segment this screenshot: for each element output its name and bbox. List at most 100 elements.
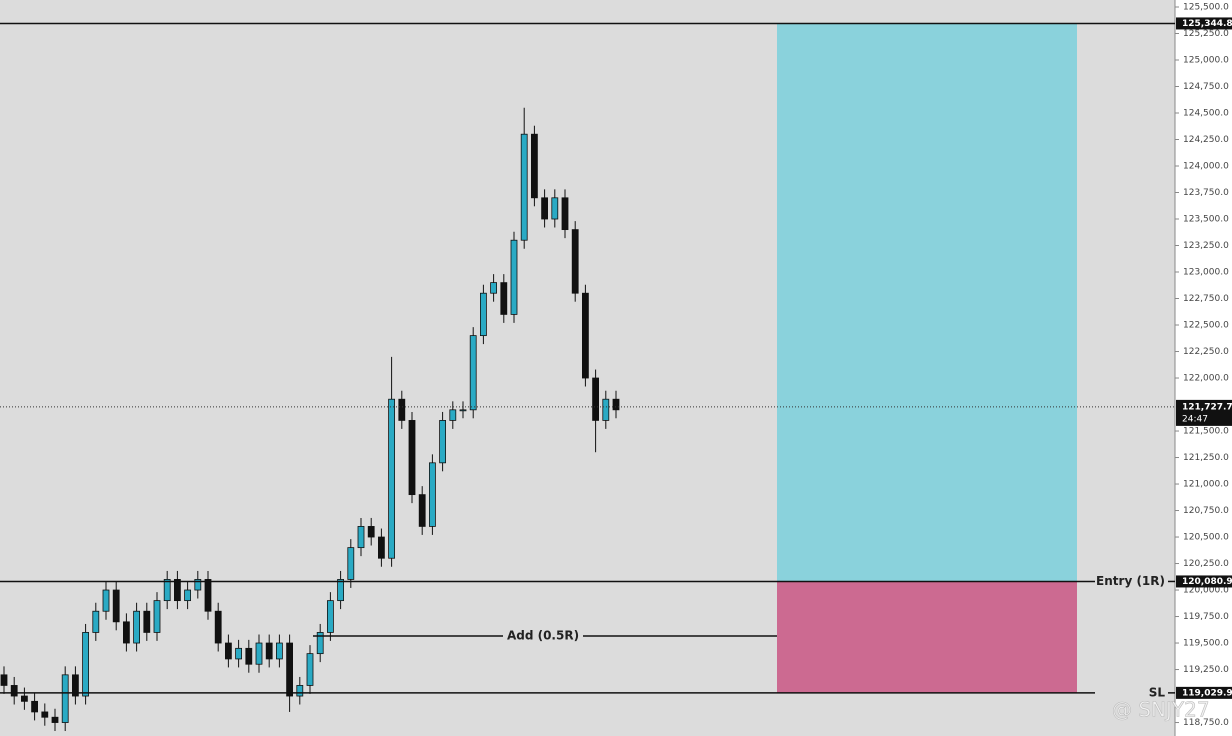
candle-body (428, 462, 436, 527)
candle-body (459, 409, 467, 412)
y-tick-label: 120,250.0 (1183, 559, 1229, 569)
candle-body (245, 647, 253, 665)
y-tick-label: 124,750.0 (1183, 82, 1229, 92)
candle-body (133, 610, 141, 644)
candle-body (255, 642, 263, 665)
level-price-label: 125,344.8 (1182, 19, 1232, 29)
candle-body (92, 610, 100, 633)
y-tick-label: 125,500.0 (1183, 2, 1229, 12)
candle-body (102, 589, 110, 612)
candle-body (20, 695, 28, 702)
candle-body (143, 610, 151, 633)
y-tick-label: 125,000.0 (1183, 55, 1229, 65)
candle-body (367, 526, 375, 538)
loss-zone (777, 581, 1077, 693)
candle-body (551, 197, 559, 220)
candle-body (123, 621, 130, 644)
candle-body (520, 133, 528, 241)
level-badge (1176, 575, 1232, 588)
y-tick-label: 118,750.0 (1183, 718, 1229, 728)
candle-body (602, 398, 610, 421)
level-price-label: 120,080.9 (1182, 577, 1232, 587)
y-tick-label: 122,250.0 (1183, 347, 1229, 357)
level-label-bg (503, 628, 583, 645)
candle-body (214, 610, 222, 644)
candle-body (275, 642, 283, 660)
level-label: Entry (1R) (1096, 574, 1165, 588)
candle-body (479, 292, 487, 337)
candle-body (347, 547, 355, 580)
y-tick-label: 123,250.0 (1183, 241, 1229, 251)
price-axis-background (1175, 0, 1232, 736)
candle-body (163, 579, 171, 602)
level-label: SL (1149, 685, 1166, 699)
level-badge (1176, 17, 1232, 30)
y-tick-label: 122,000.0 (1183, 374, 1229, 384)
candle-body (153, 600, 161, 633)
candle-body (224, 642, 232, 660)
y-tick-label: 120,500.0 (1183, 533, 1229, 543)
last-price-label: 121,727.7 (1182, 402, 1232, 412)
candle-body (469, 335, 477, 411)
y-tick-label: 121,250.0 (1183, 453, 1229, 463)
candle-body (51, 716, 59, 723)
last-price-badge (1176, 399, 1232, 426)
y-tick-label: 125,250.0 (1183, 29, 1229, 39)
level-badge (1176, 686, 1232, 699)
candle-body (388, 398, 396, 559)
candle-body (184, 589, 192, 602)
candle-body (0, 674, 8, 686)
countdown-label: 24:47 (1182, 414, 1208, 424)
y-tick-label: 122,750.0 (1183, 294, 1229, 304)
candle-body (561, 197, 569, 231)
candle-body (204, 579, 212, 612)
candle-body (377, 536, 385, 559)
candle-body (306, 653, 314, 686)
candle-body (265, 642, 273, 660)
y-tick-label: 119,250.0 (1183, 665, 1229, 675)
profit-zone (777, 23, 1077, 582)
candle-body (510, 239, 518, 315)
y-tick-label: 120,750.0 (1183, 506, 1229, 516)
candle-body (418, 494, 426, 527)
candle-body (72, 674, 79, 697)
candle-body (112, 589, 120, 623)
candle-body (541, 197, 548, 220)
y-tick-label: 119,500.0 (1183, 639, 1229, 649)
y-tick-label: 120,000.0 (1183, 586, 1229, 596)
candle-body (582, 292, 589, 379)
candle-body (439, 420, 447, 464)
candle-body (500, 282, 508, 315)
candle-body (296, 685, 304, 697)
candle-body (235, 647, 243, 660)
y-tick-label: 121,000.0 (1183, 480, 1229, 490)
candle-body (490, 282, 498, 294)
candle-body (31, 700, 39, 713)
y-tick-label: 124,000.0 (1183, 162, 1229, 172)
y-tick-label: 124,500.0 (1183, 109, 1229, 119)
y-tick-label: 121,500.0 (1183, 427, 1229, 437)
y-tick-label: 124,250.0 (1183, 135, 1229, 145)
level-price-label: 119,029.9 (1182, 688, 1232, 698)
candle-body (61, 674, 69, 723)
candle-body (41, 711, 49, 718)
candle-body (571, 229, 579, 294)
candle-body (531, 133, 538, 199)
candle-body (612, 398, 620, 411)
candle-body (592, 377, 599, 421)
candle-body (316, 632, 324, 655)
candle-body (326, 600, 334, 633)
candle-body (194, 579, 202, 591)
candle-body (398, 398, 406, 421)
candle-body (337, 579, 345, 602)
level-label: Add (0.5R) (507, 629, 579, 643)
y-tick-label: 123,500.0 (1183, 215, 1229, 225)
candle-body (286, 642, 294, 697)
candle-body (82, 632, 89, 697)
y-tick-label: 123,750.0 (1183, 188, 1229, 198)
y-tick-label: 119,750.0 (1183, 612, 1229, 622)
y-tick-label: 122,500.0 (1183, 321, 1229, 331)
candle-body (357, 526, 365, 549)
